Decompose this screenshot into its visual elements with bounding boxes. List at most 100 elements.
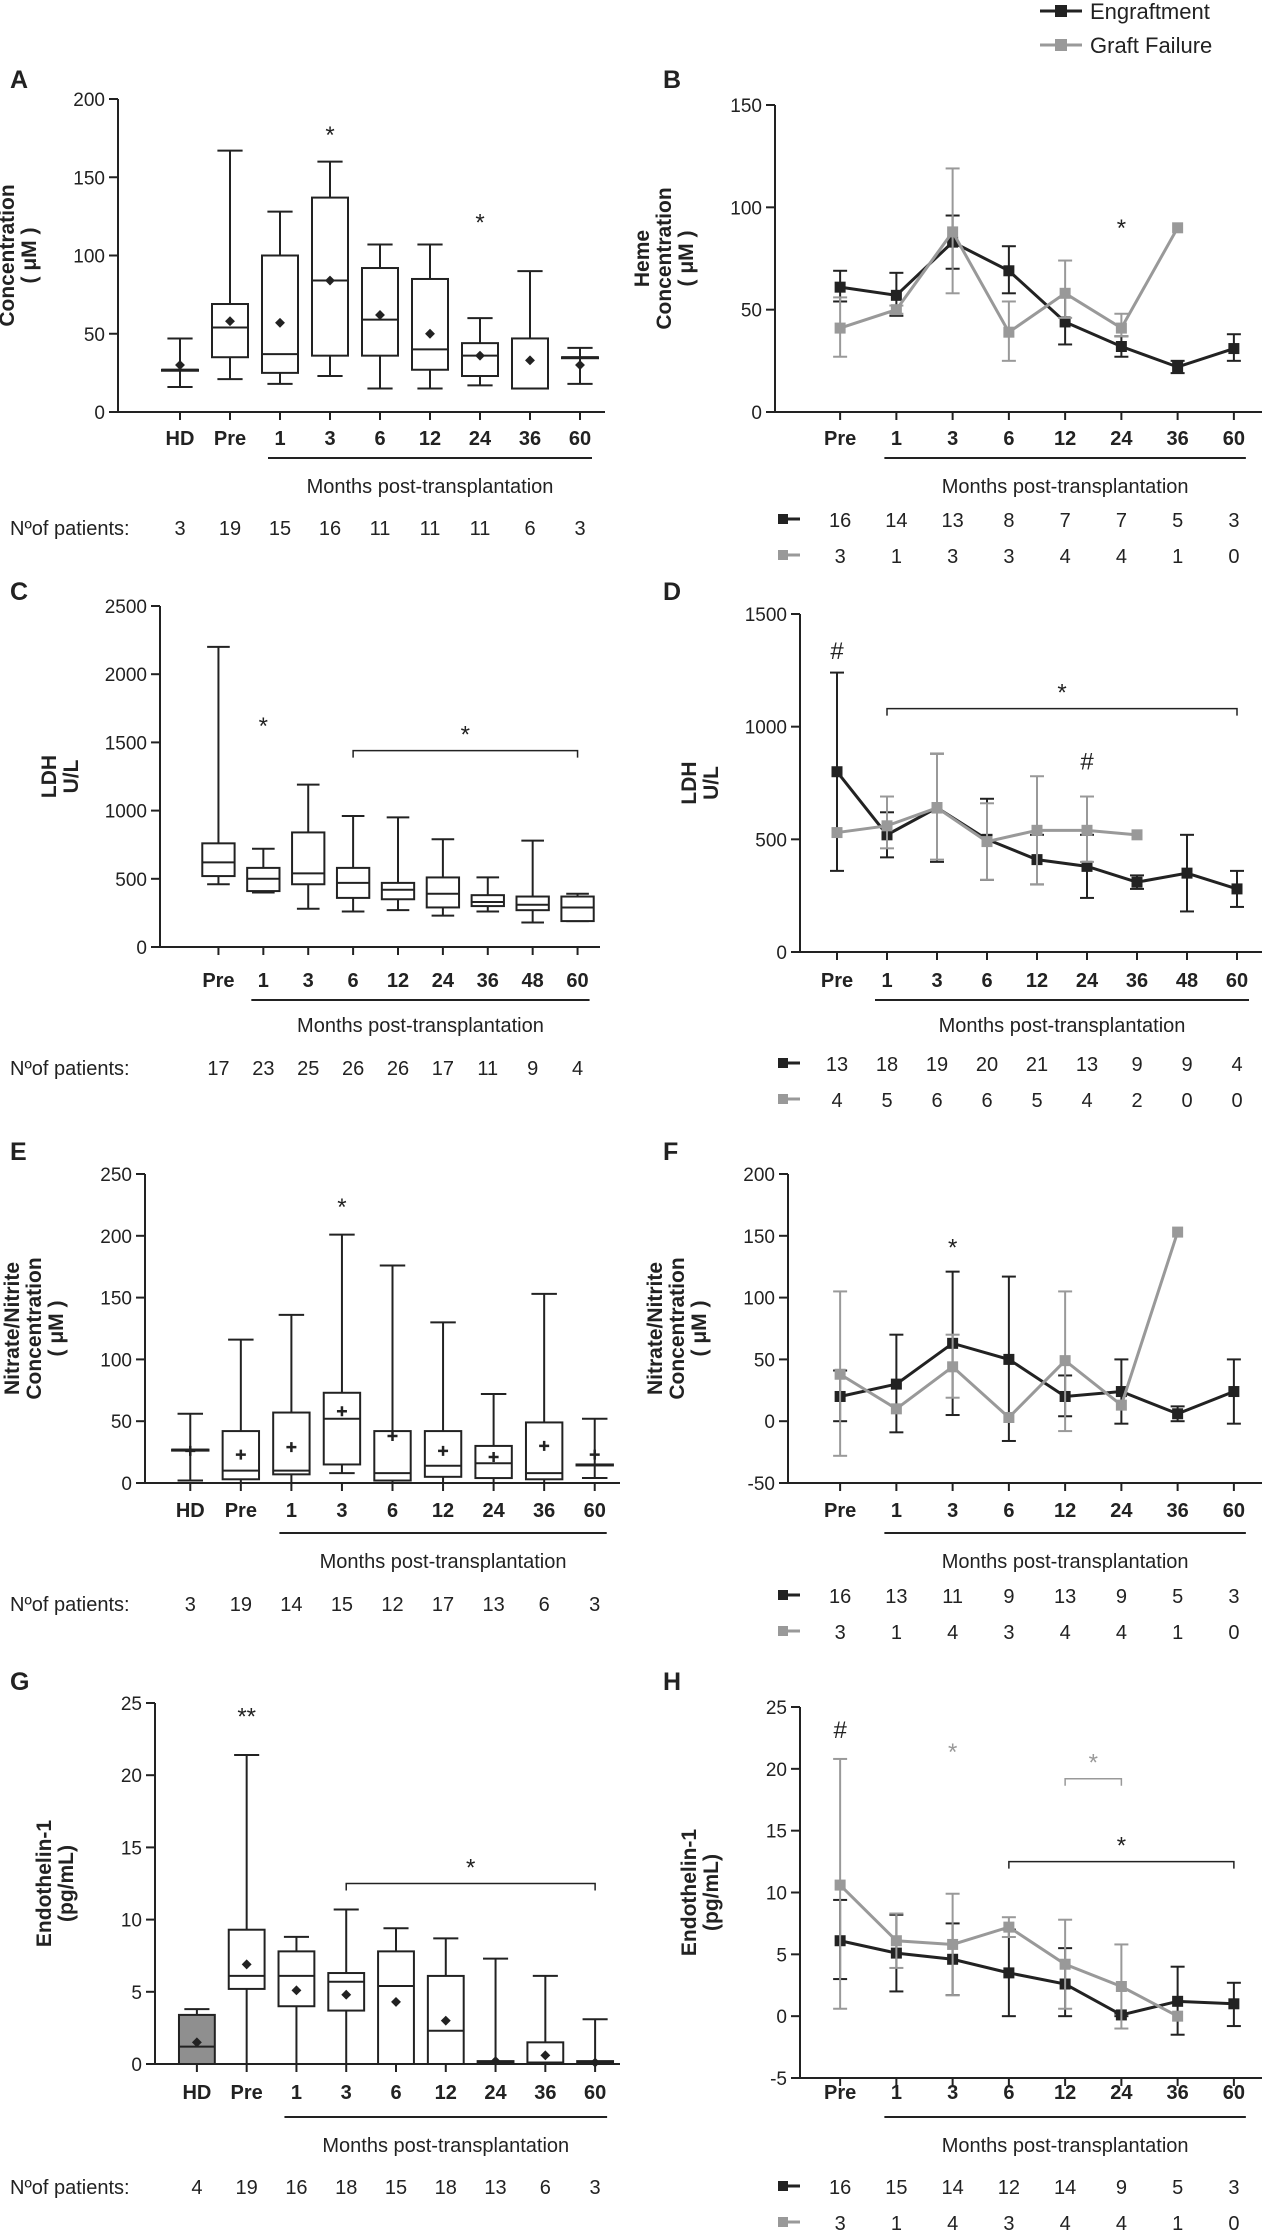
panel-c-sig-mark: * [461, 722, 470, 749]
panel-h-y-tick-label: 5 [776, 1945, 787, 1966]
panel-f-y-tick-label: 100 [743, 1289, 775, 1310]
panel-g-box-12 [426, 1937, 465, 2066]
panel-d-x-tick-6: 6 [981, 970, 992, 992]
panel-d-n-engraftment-6: 20 [976, 1054, 998, 1076]
panel-e-n-6: 12 [381, 1594, 403, 1616]
panel-f-n-marker-graft-failure [778, 1626, 800, 1636]
panel-a-n-pre: 19 [219, 518, 241, 540]
panel-e-mean-marker [589, 1449, 600, 1460]
panel-f-point-graft-failure-1 [890, 1403, 902, 1415]
panel-e-y-tick-label: 250 [100, 1165, 132, 1186]
panel-c-x-tick-36: 36 [477, 970, 499, 992]
panel-b-n-marker-square [778, 550, 788, 560]
panel-a-n-6: 11 [370, 518, 391, 540]
panel-g-n-6: 15 [385, 2177, 407, 2199]
panel-a-x-tick-60: 60 [569, 428, 591, 450]
panel-g-x-tick-hd: HD [182, 2082, 211, 2104]
panel-c-x-tick-60: 60 [566, 970, 588, 992]
panel-h-x-tick-60: 60 [1223, 2082, 1245, 2104]
panel-g-y-tick-label: 10 [121, 1911, 142, 1932]
panel-f-n-graft-failure-1: 1 [891, 1622, 902, 1644]
panel-c-box-36 [470, 876, 505, 913]
panel-a-box-60 [561, 346, 599, 385]
panel-d-x-tick-60: 60 [1226, 970, 1248, 992]
panel-c-x-tick-12: 12 [387, 970, 409, 992]
panel-d-point-engraftment-24 [1081, 860, 1093, 872]
panel-d-n-graft-failure-60: 0 [1231, 1090, 1242, 1112]
panel-b-point-engraftment-24 [1115, 341, 1127, 353]
panel-b-n-graft-failure-pre: 3 [835, 546, 846, 568]
panel-b-n-engraftment-24: 7 [1116, 510, 1127, 532]
panel-h-point-graft-failure-36 [1172, 2010, 1184, 2022]
panel-d-point-graft-failure-pre [831, 827, 843, 839]
panel-c-n-12: 26 [387, 1058, 409, 1080]
panel-h-label: H [663, 1668, 681, 1696]
panel-b-n-graft-failure-36: 1 [1172, 546, 1183, 568]
panel-a-mean-marker [575, 360, 585, 370]
panel-a-box-body [411, 277, 449, 371]
panel-f-n-engraftment-12: 13 [1054, 1586, 1076, 1608]
panel-h-x-tick-36: 36 [1167, 2082, 1189, 2104]
panel-g-x-tick-24: 24 [484, 2082, 507, 2104]
panel-a-mean-marker [275, 317, 285, 328]
panel-e-x-tick-pre: Pre [225, 1500, 257, 1522]
panel-c-box-12 [380, 816, 416, 912]
panel-g-mean-marker [241, 1959, 252, 1970]
panel-b-n-graft-failure-3: 3 [947, 546, 958, 568]
panel-d-sig-mark: * [1057, 680, 1066, 707]
panel-d-point-engraftment-36 [1131, 876, 1143, 888]
panel-d-n-graft-failure-12: 5 [1031, 1090, 1042, 1112]
panel-a-x-tick-6: 6 [374, 428, 385, 450]
panel-d-n-graft-failure-6: 6 [981, 1090, 992, 1112]
panel-c-box-body [560, 895, 595, 923]
panel-h-x-tick-3: 3 [947, 2082, 958, 2104]
panel-d-n-marker-square [778, 1058, 788, 1068]
panel-c-y-label: LDH [38, 755, 61, 798]
panel-g-y-tick-label: 25 [121, 1694, 142, 1715]
panel-h-point-graft-failure-3 [947, 1938, 959, 1950]
panel-f-n-engraftment-1: 13 [885, 1586, 907, 1608]
panel-a-n-hd: 3 [174, 518, 185, 540]
panel-d-point-graft-failure-12 [1031, 824, 1043, 836]
panel-d-point-engraftment-60 [1231, 883, 1243, 895]
panel-h-sig-bracket [1008, 1860, 1235, 1869]
panel-c-box-1 [246, 847, 281, 894]
panel-c-x-tick-3: 3 [303, 970, 314, 992]
panel-g-n-hd: 4 [191, 2177, 202, 2199]
panel-d-x-tick-36: 36 [1126, 970, 1148, 992]
panel-a-mean-marker [425, 328, 435, 339]
panel-h-n-engraftment-24: 9 [1116, 2177, 1127, 2199]
panel-h-y-tick-label: 20 [766, 1760, 787, 1781]
panel-c-n-24: 17 [432, 1058, 454, 1080]
panel-e-x-tick-60: 60 [584, 1500, 606, 1522]
panel-b-point-engraftment-12 [1059, 316, 1071, 328]
panel-d-n-engraftment-12: 21 [1026, 1054, 1048, 1076]
panel-b-x-tick-3: 3 [947, 428, 958, 450]
panel-d-n-engraftment-36: 9 [1131, 1054, 1142, 1076]
panel-a-y-tick-label: 0 [94, 403, 105, 424]
panel-b-sig-mark: * [1117, 215, 1126, 242]
panel-e-y-tick-label: 0 [121, 1474, 132, 1495]
panel-g-mean-marker [540, 2050, 551, 2061]
panel-b-line-engraftment [839, 240, 1235, 369]
panel-d-y-tick-label: 0 [776, 943, 787, 964]
panel-h-point-engraftment-36 [1172, 1995, 1184, 2007]
panel-d-point-graft-failure-24 [1081, 824, 1093, 836]
panel-f-point-graft-failure-24 [1115, 1399, 1127, 1411]
panel-g-n-36: 6 [540, 2177, 551, 2199]
panel-f-x-tick-12: 12 [1054, 1500, 1076, 1522]
panel-e-n-12: 17 [432, 1594, 454, 1616]
panel-d-sig-mark: # [830, 638, 844, 665]
panel-c-y-tick-label: 2500 [105, 597, 147, 618]
panel-f-n-graft-failure-pre: 3 [835, 1622, 846, 1644]
panel-h-x-tick-pre: Pre [824, 2082, 856, 2104]
panel-d-y-label: U/L [700, 766, 723, 800]
panel-d-sig-mark: # [1080, 748, 1094, 775]
panel-d-y-tick-label: 500 [755, 830, 787, 851]
panel-d-x-tick-3: 3 [931, 970, 942, 992]
panel-b-x-tick-1: 1 [891, 428, 902, 450]
panel-a-x-tick-36: 36 [519, 428, 541, 450]
panel-c-y-tick-label: 1000 [105, 802, 147, 823]
